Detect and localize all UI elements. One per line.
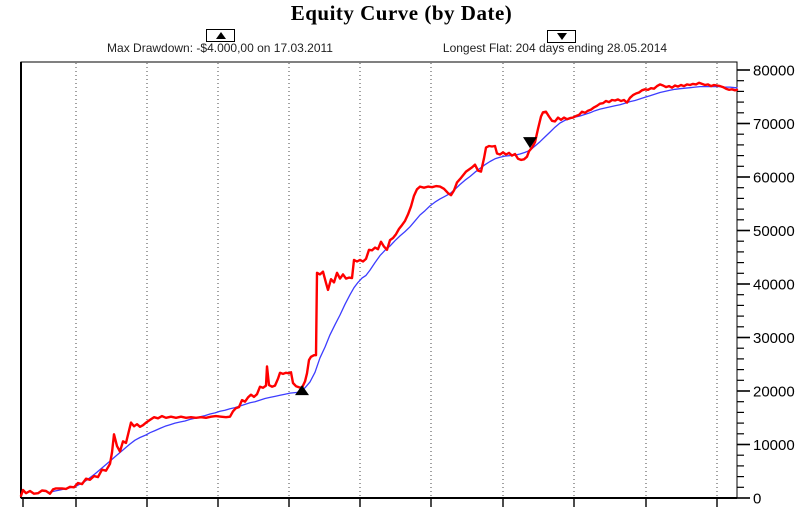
max-drawdown-chart-marker bbox=[295, 385, 309, 396]
y-tick-label: 80000 bbox=[753, 63, 795, 80]
y-tick-label: 10000 bbox=[753, 437, 795, 454]
y-tick-label: 40000 bbox=[753, 277, 795, 294]
y-tick-label: 50000 bbox=[753, 223, 795, 240]
equity-curve-red bbox=[19, 81, 739, 498]
longest-flat-label: Longest Flat: 204 days ending 28.05.2014 bbox=[442, 41, 668, 55]
max-drawdown-label: Max Drawdown: -$4.000,00 on 17.03.2011 bbox=[107, 41, 333, 55]
page-title: Equity Curve (by Date) bbox=[290, 1, 513, 25]
longest-flat-marker-legend bbox=[547, 30, 576, 43]
y-tick-label: 60000 bbox=[753, 170, 795, 187]
longest-flat-chart-marker bbox=[523, 137, 537, 149]
y-tick-label: 70000 bbox=[753, 116, 795, 133]
y-tick-label: 20000 bbox=[753, 384, 795, 401]
smoothed-curve-blue bbox=[49, 85, 738, 493]
max-drawdown-marker-legend bbox=[206, 29, 235, 42]
y-tick-label: 30000 bbox=[753, 330, 795, 347]
y-tick-label: 0 bbox=[753, 491, 761, 508]
down-triangle-icon bbox=[556, 33, 567, 40]
up-triangle-icon bbox=[215, 32, 226, 39]
